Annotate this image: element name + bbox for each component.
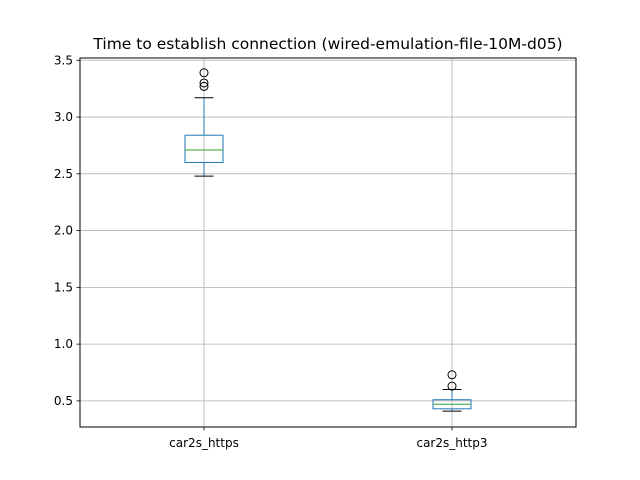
- x-tick-label: car2s_https: [169, 436, 239, 450]
- outlier-point: [447, 381, 457, 391]
- y-tick-label: 1.5: [54, 280, 73, 294]
- iqr-box: [184, 134, 224, 163]
- y-tick-label: 1.0: [54, 337, 73, 351]
- outlier-point: [199, 81, 209, 91]
- y-tick-label: 3.5: [54, 53, 73, 67]
- grid-layer: [80, 58, 576, 427]
- outlier-point: [447, 370, 457, 380]
- chart-title: Time to establish connection (wired-emul…: [92, 35, 562, 53]
- plot-frame: [79, 57, 577, 428]
- y-tick-label: 3.0: [54, 110, 73, 124]
- outlier-point: [199, 68, 209, 78]
- y-tick-label: 0.5: [54, 394, 73, 408]
- box-group-car2s_http3: [432, 370, 472, 412]
- y-tick-label: 2.0: [54, 224, 73, 238]
- x-tick-label: car2s_http3: [416, 436, 487, 450]
- box-group-car2s_https: [184, 68, 224, 177]
- y-tick-label: 2.5: [54, 167, 73, 181]
- axis-layer: 0.5 1.0 1.5 2.0 2.5 3.0 3.5 car2s_https car2s_ht…: [54, 53, 488, 450]
- box-layer: [184, 68, 472, 412]
- outlier-point: [199, 78, 209, 88]
